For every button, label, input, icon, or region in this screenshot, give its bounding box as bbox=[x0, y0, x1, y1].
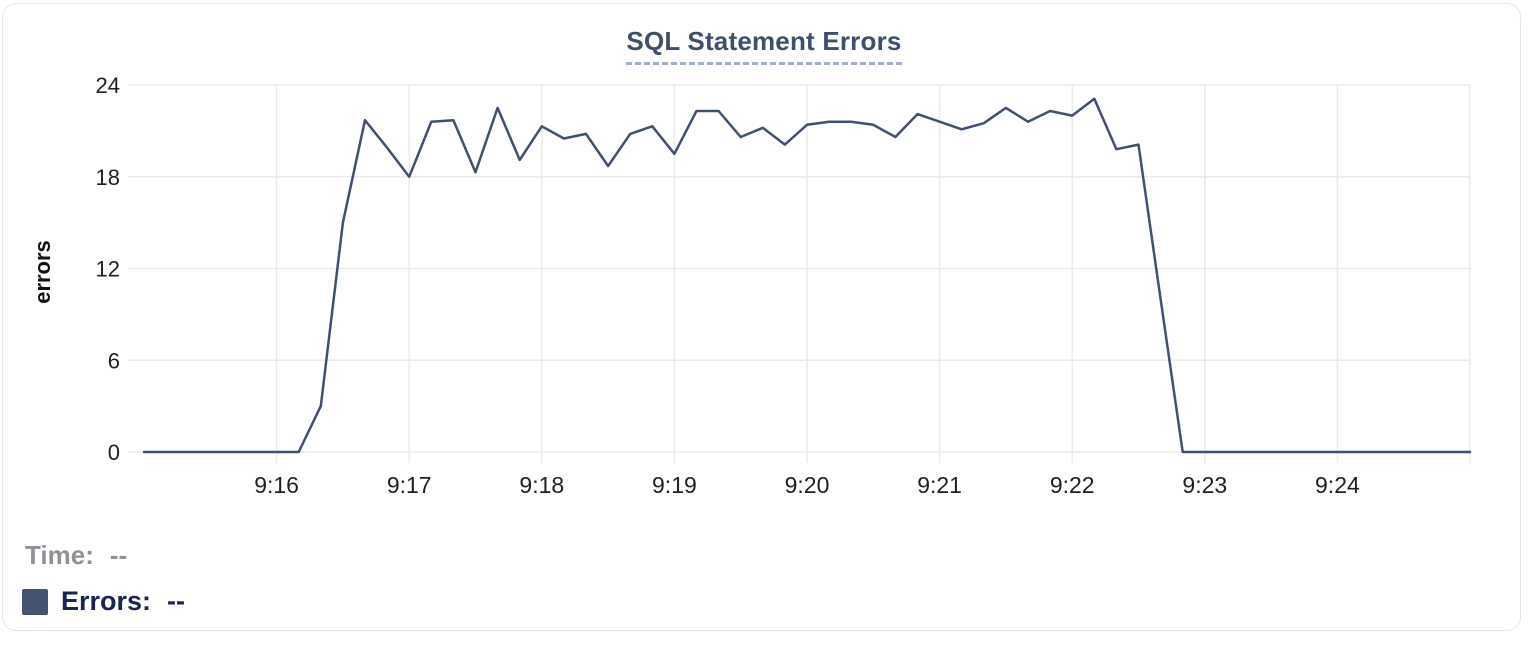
legend-time-row: Time: -- bbox=[25, 540, 127, 571]
legend-time-value: -- bbox=[109, 540, 128, 570]
x-tick-label: 9:16 bbox=[254, 472, 299, 498]
errors-line-series bbox=[142, 97, 1472, 454]
x-tick-label: 9:19 bbox=[652, 472, 697, 498]
y-tick-label: 18 bbox=[96, 165, 120, 190]
y-tick-label: 12 bbox=[96, 257, 120, 282]
x-tick-label: 9:17 bbox=[387, 472, 432, 498]
chart-card bbox=[2, 3, 1521, 631]
legend-time-label: Time: bbox=[25, 540, 94, 570]
chart-header: SQL Statement Errors bbox=[0, 26, 1528, 65]
legend-errors-label: Errors: bbox=[61, 586, 152, 616]
legend-errors-row: Errors: -- bbox=[22, 586, 185, 617]
x-tick-label: 9:18 bbox=[519, 472, 564, 498]
x-tick-label: 9:22 bbox=[1050, 472, 1095, 498]
y-tick-label: 24 bbox=[96, 73, 120, 98]
chart-canvas: 0 6 12 18 24 9:16 9:17 9:18 9:19 9:20 9:21 9:22 9:23… bbox=[30, 73, 1472, 498]
x-tick-label: 9:21 bbox=[917, 472, 962, 498]
y-axis-title: errors bbox=[30, 240, 55, 304]
legend-errors-swatch bbox=[22, 588, 48, 615]
chart-title[interactable]: SQL Statement Errors bbox=[626, 26, 902, 65]
legend-errors-value: -- bbox=[167, 586, 186, 616]
x-tick-label: 9:24 bbox=[1315, 472, 1360, 498]
x-tick-label: 9:23 bbox=[1182, 472, 1227, 498]
x-tick-label: 9:20 bbox=[785, 472, 830, 498]
y-tick-label: 0 bbox=[108, 440, 120, 465]
y-tick-label: 6 bbox=[108, 348, 120, 373]
